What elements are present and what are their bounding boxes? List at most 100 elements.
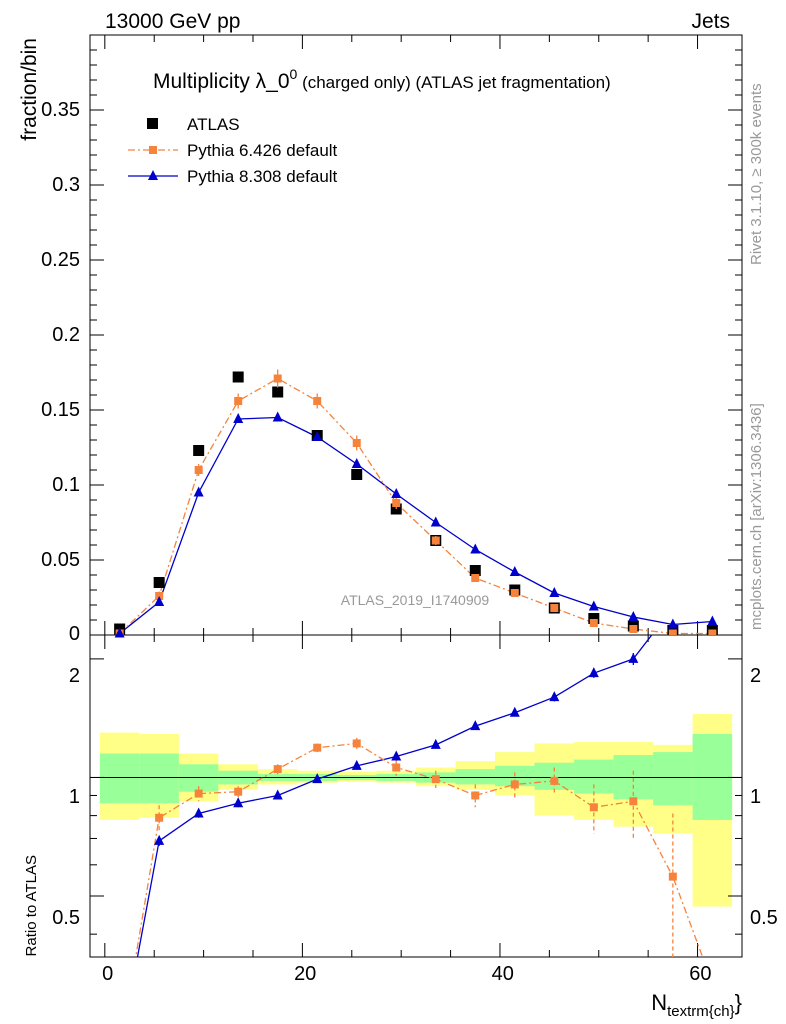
pythia6-ratio-point [589,803,598,812]
legend-marker-pythia8 [148,170,158,180]
pythia6-ratio-point [668,872,677,881]
x-axis-title-main: N [651,990,667,1015]
y-tick-label-right: 2 [750,665,761,687]
y-tick-labels-bottom: 0.5 1 2 0.5 1 2 [52,665,778,929]
legend-label-pythia6: Pythia 6.426 default [187,141,338,160]
stat-uncertainty-band [455,769,496,785]
pythia8-data-point [272,411,283,422]
x-tick-label: 60 [689,963,711,985]
pythia8-line [119,416,713,635]
pythia6-data-point [194,466,203,474]
y-tick-label-right: 0.5 [750,907,778,929]
atlas-data-point [153,577,165,588]
atlas-data-point [232,371,244,383]
plot-title: Multiplicity λ_00 (charged only) (ATLAS … [153,66,611,93]
rivet-label: Rivet 3.1.10, ≥ 300k events [748,83,765,265]
pythia8-data-point [588,600,599,611]
y-tick-label: 0.35 [41,99,80,121]
pythia8-ratio-point [233,797,244,808]
category-label: Jets [691,10,730,33]
stat-uncertainty-band [653,752,693,806]
legend: ATLAS Pythia 6.426 default Pythia 8.308 … [128,115,338,186]
top-panel-data [114,369,718,638]
y-tick-label-right: 1 [750,786,761,808]
pythia8-ratio-point [470,720,481,731]
y-tick-label: 1 [69,786,80,808]
y-tick-label: 0.5 [52,907,80,929]
analysis-watermark: ATLAS_2019_I1740909 [341,592,490,608]
pythia6-ratio-point [155,813,164,822]
pythia8-ratio-line [136,635,653,957]
x-axis-title: Ntextrm{ch}} [651,990,742,1020]
pythia8-ratio-point [154,834,165,845]
pythia6-ratio-point [273,765,282,774]
pythia8-ratio-point [549,691,560,702]
y-tick-label: 0.25 [41,249,80,271]
pythia6-data-point [629,625,638,633]
bottom-panel-frame [89,634,743,958]
pythia6-data-point [471,574,480,582]
pythia8-data-point [154,596,165,606]
x-axis-title-sub: textrm{ch} [667,1003,735,1020]
pythia8-ratio-point [312,773,323,784]
pythia6-data-point [273,374,282,383]
atlas-data-point [272,386,284,398]
pythia6-line [119,377,713,635]
pythia8-data-point [470,543,481,554]
pythia6-data-point [589,619,598,627]
atlas-data-point [469,565,481,576]
collision-label: 13000 GeV pp [105,10,240,33]
atlas-data-point [351,469,363,480]
pythia8-data-point [233,413,244,423]
pythia6-ratio-point [471,791,480,800]
x-tick-label: 0 [102,963,113,985]
legend-marker-atlas [147,118,158,129]
pythia6-data-point [431,536,440,545]
y-axis-title-bottom: Ratio to ATLAS [23,855,40,956]
mcplots-label: mcplots.cern.ch [arXiv:1306.3436] [748,403,765,630]
plot-title-tail: (charged only) (ATLAS jet fragmentation) [297,73,610,92]
pythia6-ratio-point [352,739,361,748]
pythia6-ratio-point [194,789,203,798]
pythia8-data-point [114,627,125,638]
pythia6-data-point [352,439,361,447]
pythia6-ratio-point [510,780,519,789]
pythia6-data-point [510,589,519,597]
pythia6-data-point [234,397,243,405]
y-tick-label: 0.1 [52,474,80,496]
y-tick-label: 0.3 [52,174,80,196]
pythia8-ratio-point [430,738,441,749]
y-tick-label: 0.05 [41,549,80,571]
pythia6-data-point [668,629,677,635]
uncertainty-bands [90,713,742,907]
pythia8-ratio-point [351,759,362,770]
pythia8-ratio-point [668,602,678,612]
pythia6-data-point [313,397,322,405]
plot-title-sup: 0 [290,66,298,82]
stat-uncertainty-band [99,753,140,804]
x-axis-title-close: } [735,990,742,1015]
pythia6-data-point [708,629,717,635]
atlas-data-point [193,445,205,456]
pythia6-ratio-point [550,776,559,785]
pythia6-ratio-point [392,763,401,772]
pythia8-ratio-point [707,573,717,583]
x-tick-label: 40 [492,963,514,985]
pythia8-data-point [509,566,520,576]
x-tick-labels: 0 20 40 60 [102,963,711,985]
y-tick-label: 0.15 [41,399,80,421]
pythia6-data-point [550,604,559,612]
legend-marker-pythia6 [149,146,157,154]
pythia8-data-point [667,618,678,629]
pythia8-ratio-point [272,789,283,800]
pythia6-ratio-point [431,775,440,784]
stat-uncertainty-band [139,753,179,804]
pythia8-data-point [351,458,362,468]
plot-title-main: Multiplicity λ_0 [153,70,290,93]
pythia6-ratio-point [234,787,243,796]
ratio-series-group [135,573,717,957]
atlas-data-point [588,613,600,624]
stat-uncertainty-band [574,759,614,794]
legend-label-atlas: ATLAS [187,115,240,134]
